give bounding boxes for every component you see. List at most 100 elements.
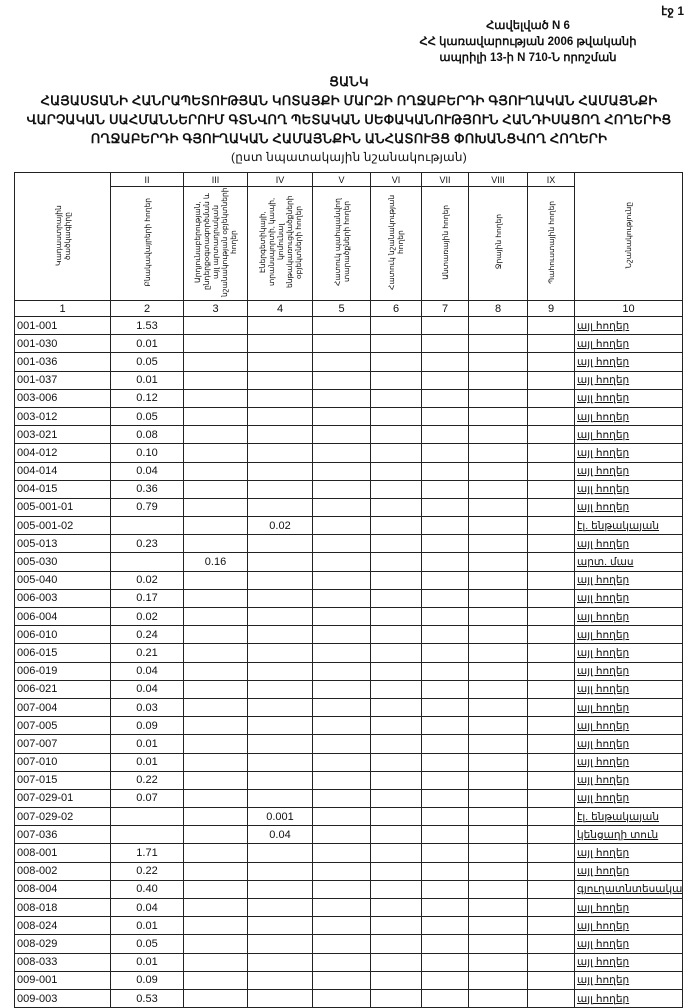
land-purpose: այլ հողեր <box>574 897 683 918</box>
area-cell-8 <box>468 752 528 772</box>
area-cell-3 <box>183 916 248 936</box>
header-cell: Բնակավայրերի հողեր <box>110 186 184 301</box>
area-cell-8 <box>468 425 528 445</box>
land-purpose: այլ հողեր <box>574 734 683 754</box>
area-cell-7 <box>421 425 469 445</box>
area-cell-5 <box>312 661 371 681</box>
roman-numeral: VIII <box>468 172 528 187</box>
area-cell-3 <box>183 679 248 699</box>
cadastral-code: 001-030 <box>14 334 111 354</box>
area-cell-8 <box>468 606 528 627</box>
cadastral-code: 005-013 <box>14 534 111 554</box>
area-cell-4 <box>247 315 313 336</box>
land-purpose: այլ հողեր <box>574 588 683 609</box>
area-cell-5 <box>312 897 371 918</box>
table-row: 004-015 0.36 այլ հողեր <box>14 479 683 499</box>
area-cell-6 <box>370 770 422 790</box>
area-cell-8 <box>468 497 528 518</box>
land-purpose: այլ հողեր <box>574 661 683 681</box>
table-row: 007-015 0.22 այլ հողեր <box>14 770 683 790</box>
area-cell-2 <box>110 825 184 845</box>
area-cell-3 <box>183 897 248 918</box>
document-title: ՑԱՆԿ <box>329 74 369 89</box>
cadastral-code: 007-029-01 <box>14 788 111 809</box>
area-cell-5 <box>312 679 371 699</box>
area-cell-7 <box>421 897 469 918</box>
area-cell-5 <box>312 625 371 645</box>
area-cell-3 <box>183 752 248 772</box>
area-cell-8 <box>468 315 528 336</box>
area-cell-3 <box>183 606 248 627</box>
area-cell-8 <box>468 770 528 790</box>
area-cell-8 <box>468 352 528 372</box>
area-cell-6 <box>370 952 422 972</box>
area-cell-3 <box>183 843 248 863</box>
header-label: Ջրային հողեր <box>493 214 503 270</box>
area-cell-4 <box>247 734 313 754</box>
area-cell-5 <box>312 643 371 663</box>
header-cell: Պահուստային հողեր <box>527 186 575 301</box>
subheading: (ըստ նպատակային նշանակության) <box>231 150 467 164</box>
land-purpose: այլ հողեր <box>574 679 683 699</box>
area-cell-9 <box>527 988 575 1008</box>
header-cell: Կադաստրային ծածկագիրը <box>14 172 111 301</box>
area-cell-8 <box>468 370 528 390</box>
area-cell-9 <box>527 425 575 445</box>
land-purpose: այլ հողեր <box>574 334 683 354</box>
area-cell-9 <box>527 479 575 499</box>
area-cell-9 <box>527 934 575 954</box>
area-cell-5 <box>312 425 371 445</box>
area-cell-8 <box>468 679 528 699</box>
area-cell-9 <box>527 516 575 536</box>
area-cell-6 <box>370 516 422 536</box>
area-cell-9 <box>527 570 575 590</box>
area-cell-3 <box>183 315 248 336</box>
area-cell-8 <box>468 897 528 918</box>
area-cell-9 <box>527 770 575 790</box>
area-cell-9 <box>527 406 575 427</box>
area-cell-3 <box>183 425 248 445</box>
area-cell-6 <box>370 552 422 572</box>
area-cell-5 <box>312 970 371 990</box>
area-cell-6 <box>370 734 422 754</box>
area-cell-3 <box>183 443 248 463</box>
area-cell-4 <box>247 788 313 809</box>
area-cell-9 <box>527 643 575 663</box>
area-cell-7 <box>421 516 469 536</box>
area-cell-8 <box>468 643 528 663</box>
area-cell-2: 0.53 <box>110 988 184 1008</box>
area-cell-9 <box>527 861 575 881</box>
area-cell-3 <box>183 807 248 827</box>
area-cell-6 <box>370 570 422 590</box>
area-cell-2: 0.05 <box>110 934 184 954</box>
area-cell-4 <box>247 970 313 990</box>
area-cell-6 <box>370 697 422 718</box>
area-cell-7 <box>421 752 469 772</box>
area-cell-8 <box>468 861 528 881</box>
area-cell-7 <box>421 315 469 336</box>
area-cell-7 <box>421 879 469 900</box>
area-cell-4 <box>247 606 313 627</box>
table-row: 006-003 0.17 այլ հողեր <box>14 588 683 609</box>
land-purpose: այլ հողեր <box>574 643 683 663</box>
area-cell-9 <box>527 443 575 463</box>
area-cell-8 <box>468 334 528 354</box>
area-cell-6 <box>370 334 422 354</box>
table-row: 006-010 0.24 այլ հողեր <box>14 625 683 645</box>
roman-numeral: IV <box>247 172 313 187</box>
table-row: 007-029-02 0.001 էլ. ենթակայան <box>14 807 683 827</box>
area-cell-5 <box>312 388 371 408</box>
roman-numeral: VI <box>370 172 422 187</box>
cadastral-code: 006-019 <box>14 661 111 681</box>
land-purpose: այլ հողեր <box>574 425 683 445</box>
area-cell-9 <box>527 461 575 481</box>
area-cell-5 <box>312 352 371 372</box>
table-row: 006-019 0.04 այլ հողեր <box>14 661 683 681</box>
area-cell-5 <box>312 916 371 936</box>
area-cell-2 <box>110 516 184 536</box>
table-row: 007-004 0.03 այլ հողեր <box>14 697 683 718</box>
area-cell-7 <box>421 788 469 809</box>
land-purpose: այլ հողեր <box>574 952 683 972</box>
cadastral-code: 007-015 <box>14 770 111 790</box>
table-row: 007-005 0.09 այլ հողեր <box>14 716 683 736</box>
